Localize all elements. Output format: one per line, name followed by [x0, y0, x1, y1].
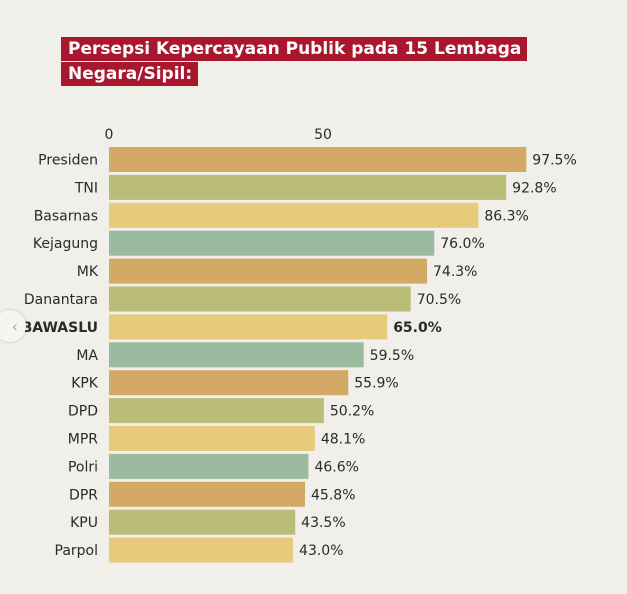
category-label: MA — [76, 348, 98, 364]
category-label: Danantara — [24, 292, 98, 308]
value-label: 43.5% — [301, 515, 345, 531]
value-label: 55.9% — [354, 376, 398, 392]
bar-polri — [109, 453, 309, 479]
value-label: 50.2% — [330, 404, 374, 420]
category-label: DPD — [68, 404, 98, 420]
bar-mk — [109, 258, 428, 284]
value-label: 70.5% — [417, 292, 461, 308]
category-label: BAWASLU — [22, 320, 98, 336]
value-label: 45.8% — [311, 487, 355, 503]
chevron-left-icon: ‹ — [11, 316, 18, 336]
value-label: 92.8% — [512, 180, 556, 196]
bar-kejagung — [109, 230, 435, 256]
chart-title: Persepsi Kepercayaan Publik pada 15 Lemb… — [61, 37, 627, 87]
bar-kpu — [109, 509, 296, 535]
category-label: Polri — [68, 459, 98, 475]
bar-kpk — [109, 370, 349, 396]
bar-tni — [109, 174, 507, 200]
category-label: TNI — [74, 180, 98, 196]
bar-danantara — [109, 286, 411, 312]
value-label: 59.5% — [370, 348, 414, 364]
category-label: Kejagung — [33, 236, 98, 252]
bar-parpol — [109, 537, 294, 563]
category-label: DPR — [69, 487, 98, 503]
category-label: KPU — [70, 515, 98, 531]
bar-mpr — [109, 426, 315, 451]
value-label: 46.6% — [314, 459, 358, 475]
x-tick-label: 0 — [105, 127, 114, 143]
value-label: 43.0% — [299, 543, 343, 559]
category-label: KPK — [71, 376, 99, 392]
bar-ma — [109, 342, 364, 368]
bar-presiden — [109, 147, 527, 172]
category-label: MPR — [68, 432, 99, 448]
value-label: 74.3% — [433, 264, 477, 280]
previous-slide-button[interactable]: ‹ — [0, 310, 26, 342]
bar-bawaslu — [109, 314, 388, 340]
category-label: Basarnas — [34, 208, 98, 224]
value-label: 97.5% — [532, 153, 576, 169]
value-label: 76.0% — [440, 236, 484, 252]
category-label: Presiden — [38, 153, 98, 169]
x-tick-label: 50 — [314, 127, 332, 143]
bar-basarnas — [109, 202, 479, 228]
category-label: Parpol — [55, 543, 99, 559]
category-label: MK — [77, 264, 99, 280]
value-label: 86.3% — [484, 208, 528, 224]
bar-dpr — [109, 481, 306, 507]
value-label: 48.1% — [321, 432, 365, 448]
bar-dpd — [109, 398, 324, 424]
value-label: 65.0% — [393, 320, 442, 336]
